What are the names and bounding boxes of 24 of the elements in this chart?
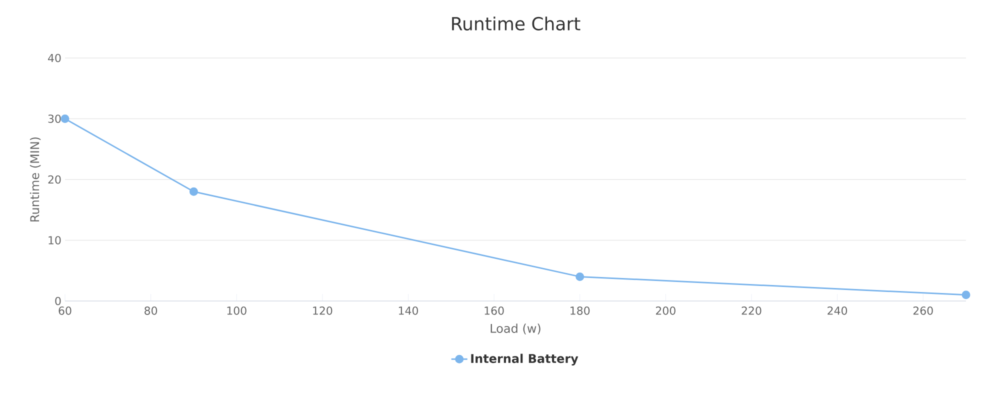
y-tick-label: 0 — [55, 296, 61, 306]
x-tick-label: 60 — [58, 306, 72, 315]
x-tick-label: 260 — [913, 306, 933, 315]
point — [189, 187, 198, 196]
x-axis-title: Load (w) — [490, 324, 540, 334]
x-tick-label: 180 — [570, 306, 590, 315]
x-tick-label: 100 — [227, 306, 246, 315]
x-tick-label: 200 — [656, 306, 676, 315]
y-tick-label: 40 — [48, 54, 61, 62]
x-tick-label: 160 — [484, 306, 504, 315]
x-tick-label: 140 — [398, 306, 418, 315]
y-axis-title: Runtime (MIN) — [30, 137, 41, 222]
x-tick-label: 240 — [828, 306, 848, 315]
y-tick-label: 30 — [48, 114, 61, 123]
point — [576, 272, 584, 281]
x-tick-label: 80 — [144, 306, 158, 315]
y-tick-label: 20 — [48, 175, 61, 184]
legend-label: Internal Battery — [471, 354, 578, 366]
chart-title: Runtime Chart — [452, 16, 580, 30]
y-tick-label: 10 — [48, 236, 61, 244]
point — [962, 290, 970, 300]
point — [60, 114, 70, 123]
x-tick-label: 120 — [313, 306, 332, 315]
x-tick-label: 220 — [742, 306, 762, 315]
